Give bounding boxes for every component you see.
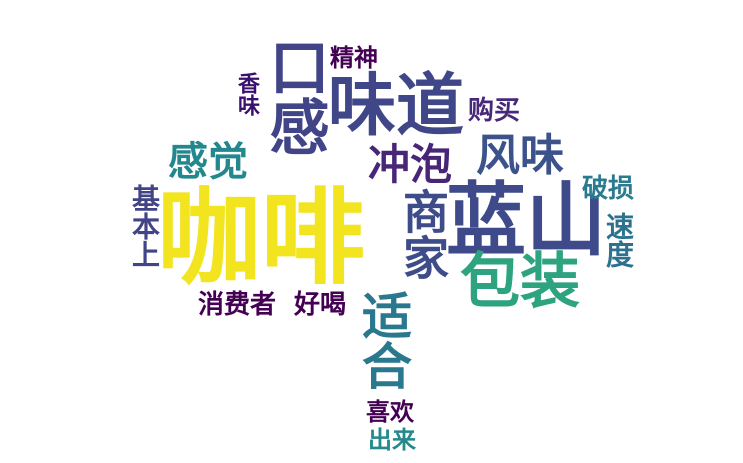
word-haohe: 好喝: [294, 290, 347, 320]
word-xiangwei: 香味: [234, 72, 260, 116]
word-fengwei: 风味: [476, 130, 564, 181]
word-ganjue: 感觉: [168, 138, 248, 185]
word-kougan: 口感: [259, 36, 329, 156]
word-xihuan: 喜欢: [366, 397, 414, 426]
word-shangjia: 商家: [396, 188, 450, 280]
word-chongpao: 冲泡: [368, 140, 453, 189]
word-jingshen: 精神: [330, 43, 378, 72]
word-posun: 破损: [582, 174, 635, 204]
word-weidao: 味道: [328, 66, 465, 146]
word-shihe: 适合: [354, 290, 413, 390]
word-lanshan: 蓝山: [446, 173, 606, 267]
word-goumai: 购买: [468, 96, 521, 126]
word-xiaofeizhe: 消费者: [198, 290, 277, 320]
word-chulai: 出来: [368, 425, 416, 454]
word-jibenshang: 基本上: [128, 184, 161, 268]
word-baozhuang: 包装: [460, 247, 580, 317]
word-kafei: 咖啡: [157, 176, 366, 299]
word-sudu: 速度: [602, 212, 635, 268]
